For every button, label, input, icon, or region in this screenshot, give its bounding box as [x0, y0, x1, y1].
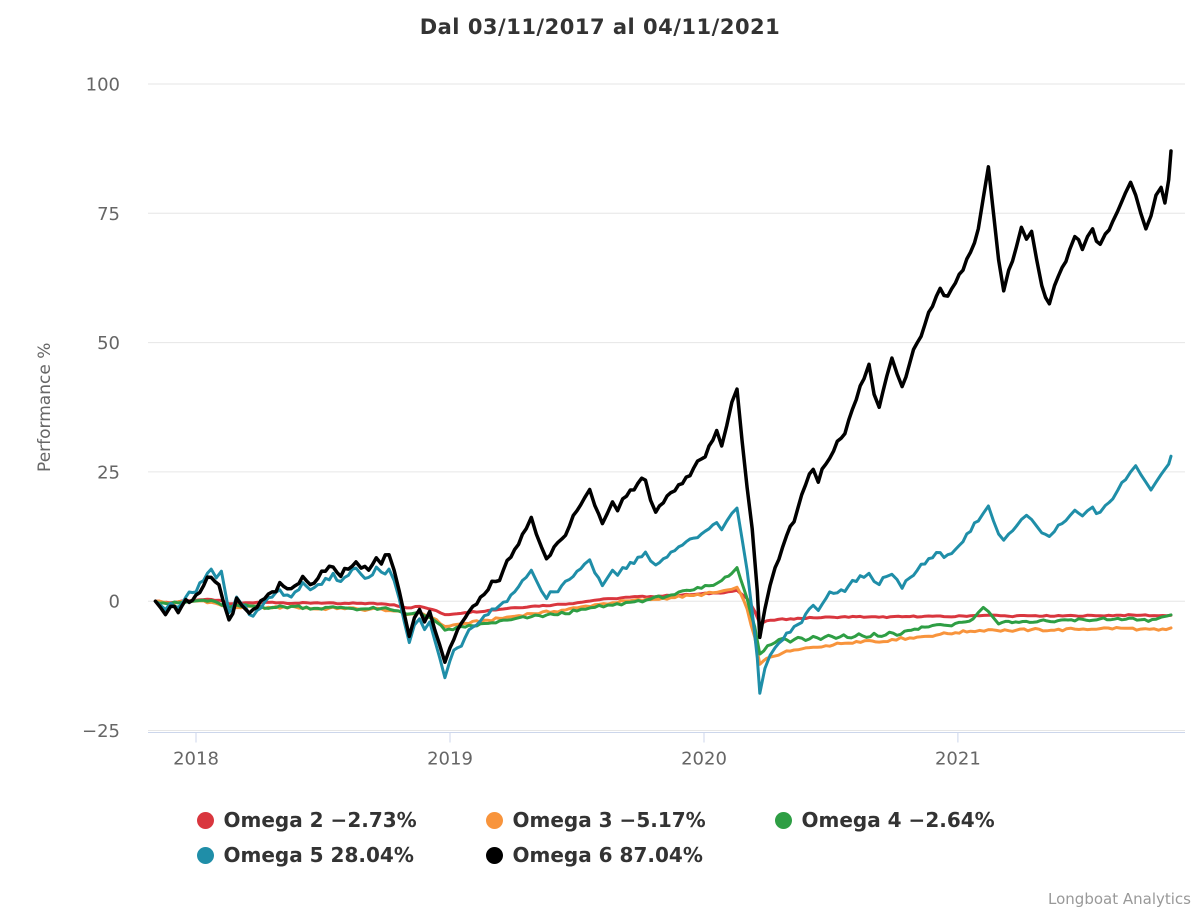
- x-tick-label: 2019: [427, 749, 473, 770]
- x-tick-label: 2018: [173, 749, 219, 770]
- y-tick-label: 50: [97, 333, 120, 354]
- credits-label[interactable]: Longboat Analytics: [1048, 890, 1191, 908]
- legend: Omega 2 −2.73% Omega 3 −5.17% Omega 4 −2.6…: [0, 805, 1200, 870]
- series-line-omega-5[interactable]: [153, 454, 1173, 695]
- x-tick-label: 2020: [681, 749, 727, 770]
- legend-item-omega-4[interactable]: Omega 4 −2.64%: [745, 805, 1034, 835]
- legend-item-omega-5[interactable]: Omega 5 28.04%: [167, 840, 456, 870]
- y-tick-label: 100: [86, 75, 120, 96]
- series-line-omega-6[interactable]: [153, 149, 1173, 664]
- legend-item-omega-6[interactable]: Omega 6 87.04%: [456, 840, 745, 870]
- legend-marker-icon: [196, 846, 214, 864]
- legend-label: Omega 3 −5.17%: [512, 808, 706, 832]
- y-tick-label: 25: [97, 462, 120, 483]
- y-tick-label: −25: [82, 721, 120, 742]
- legend-label: Omega 4 −2.64%: [801, 808, 995, 832]
- legend-label: Omega 6 87.04%: [512, 843, 703, 867]
- y-tick-label: 0: [109, 592, 120, 613]
- legend-label: Omega 2 −2.73%: [223, 808, 417, 832]
- y-tick-label: 75: [97, 204, 120, 225]
- legend-label: Omega 5 28.04%: [223, 843, 414, 867]
- legend-marker-icon: [485, 846, 503, 864]
- legend-marker-icon: [774, 811, 792, 829]
- chart-title: Dal 03/11/2017 al 04/11/2021: [419, 15, 781, 39]
- x-tick-label: 2021: [935, 749, 981, 770]
- legend-item-omega-2[interactable]: Omega 2 −2.73%: [167, 805, 456, 835]
- legend-grid: Omega 2 −2.73% Omega 3 −5.17% Omega 4 −2.6…: [167, 805, 1034, 870]
- legend-item-omega-3[interactable]: Omega 3 −5.17%: [456, 805, 745, 835]
- legend-marker-icon: [485, 811, 503, 829]
- legend-marker-icon: [196, 811, 214, 829]
- series-line-omega-4[interactable]: [153, 566, 1173, 656]
- y-axis-title: Performance %: [35, 343, 55, 472]
